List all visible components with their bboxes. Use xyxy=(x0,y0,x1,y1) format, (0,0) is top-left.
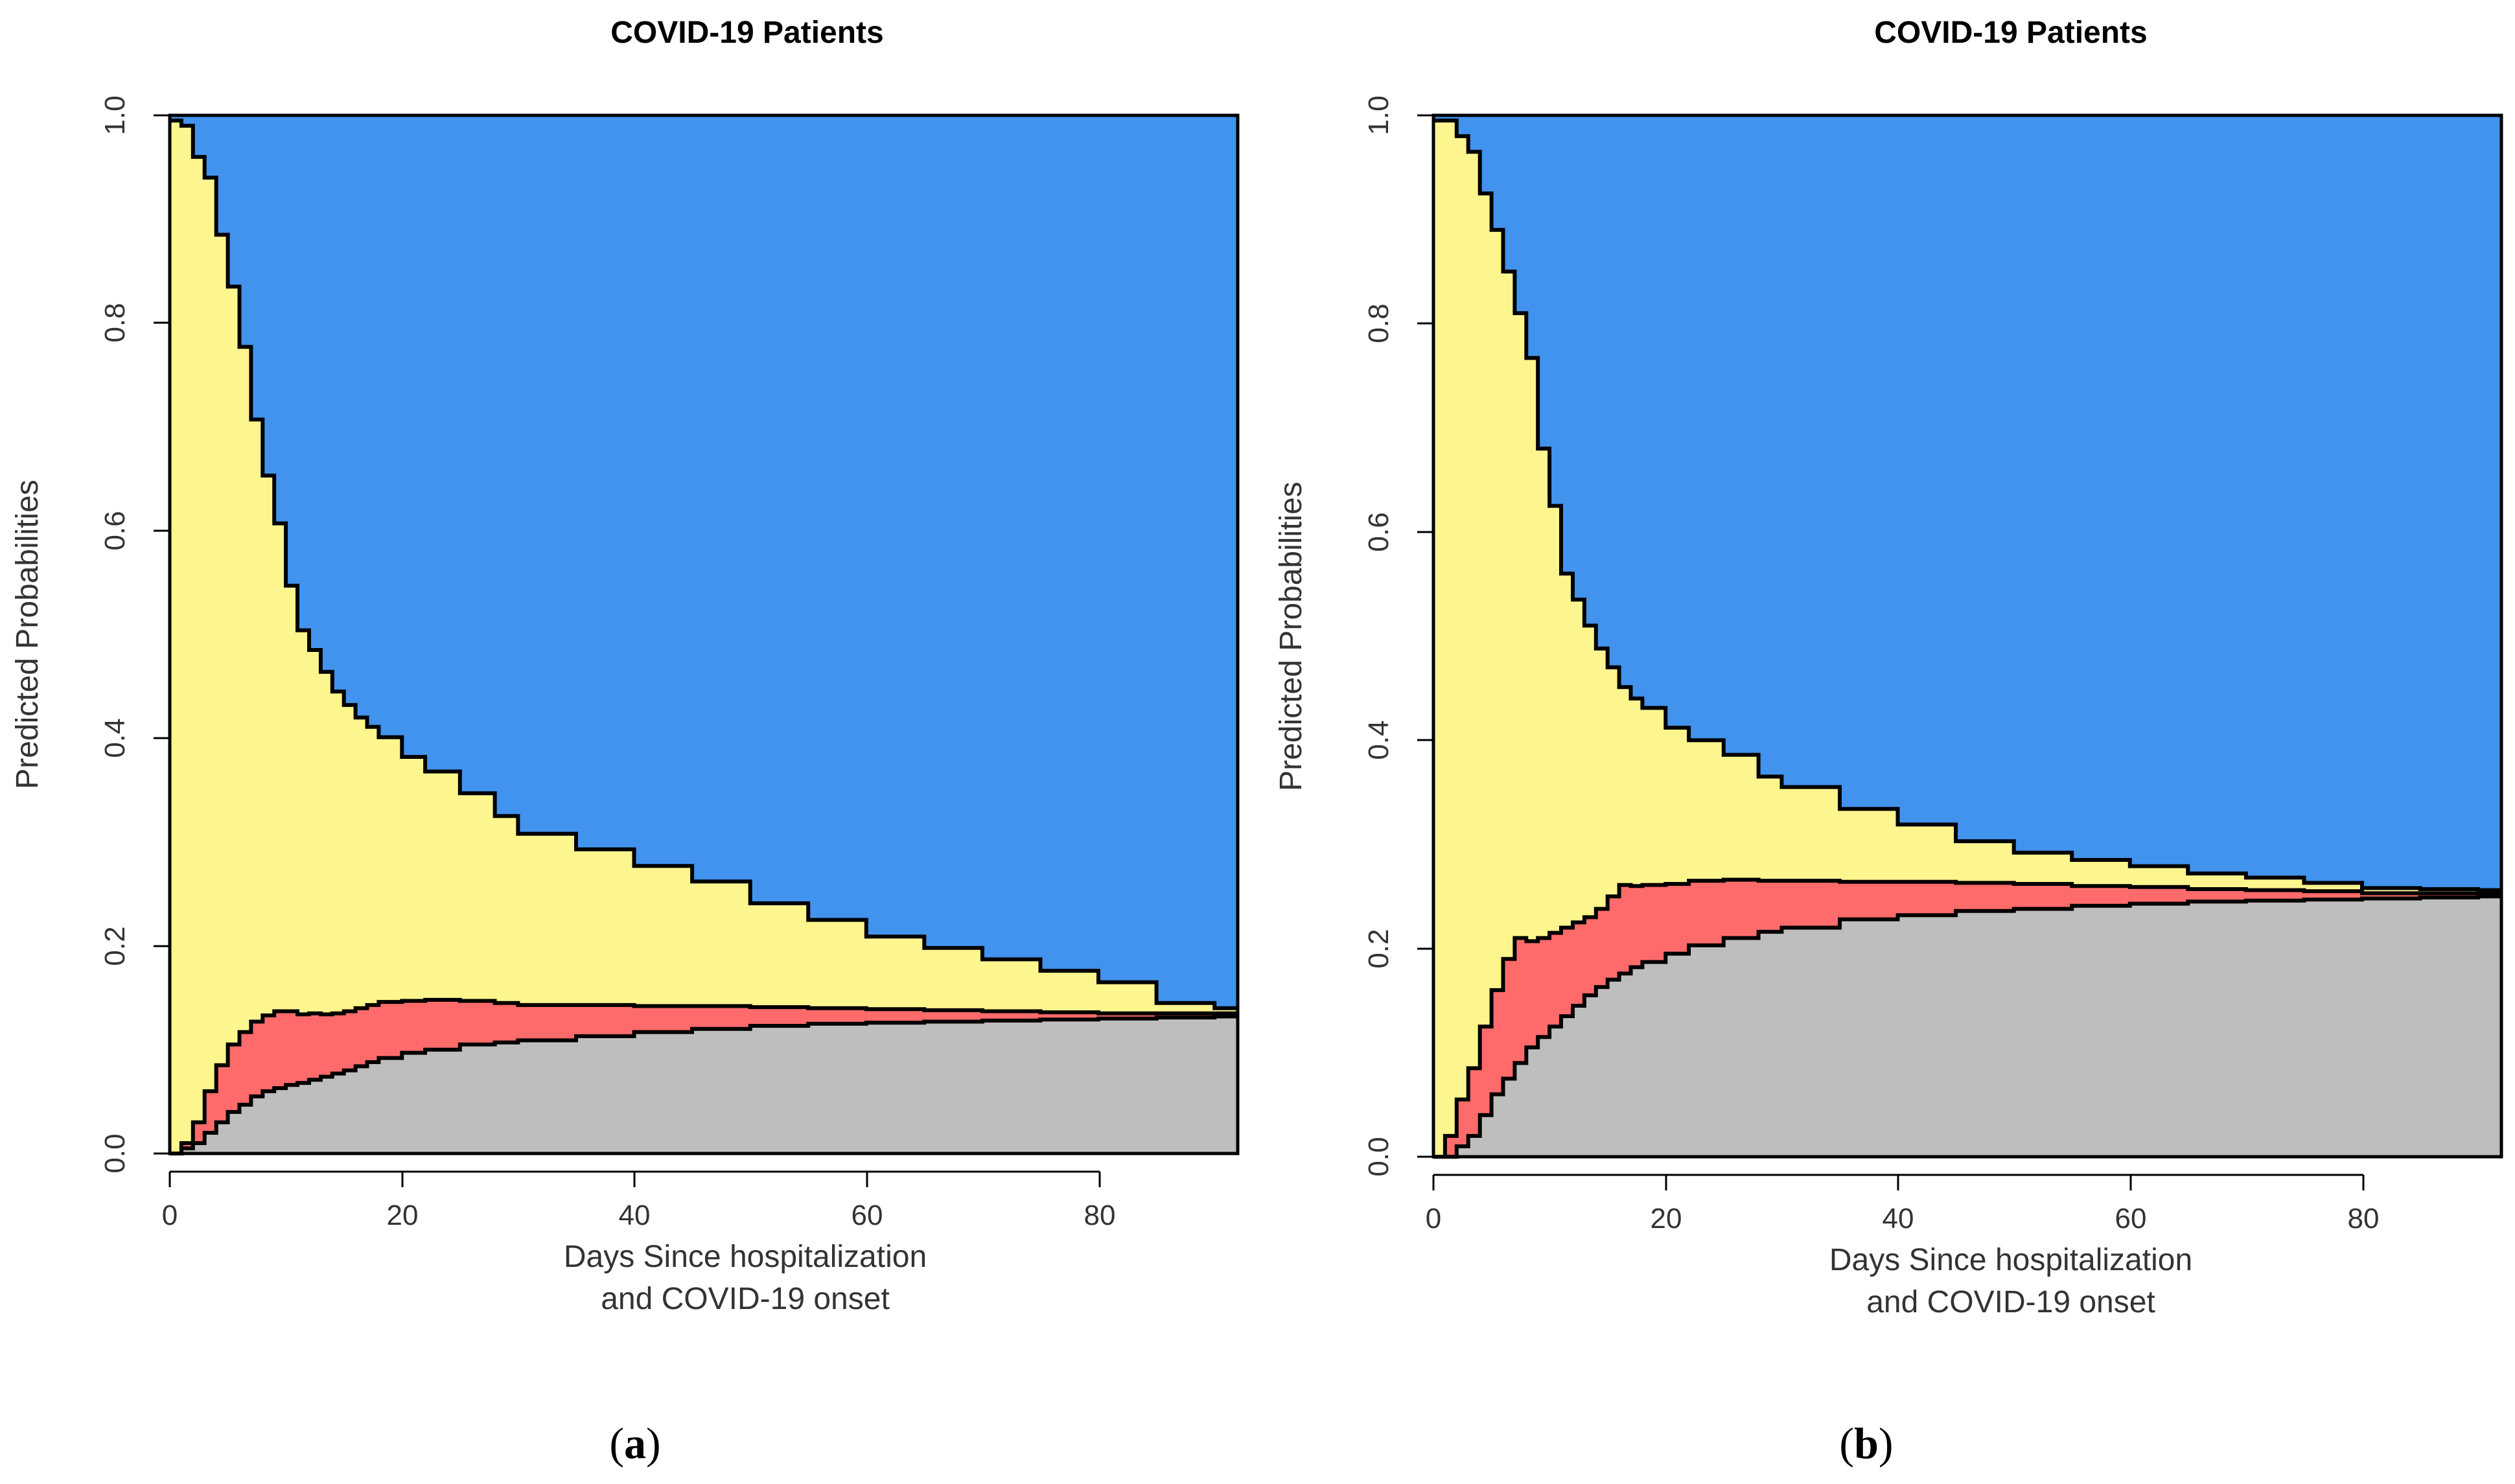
chart-b-boundary-icu xyxy=(1433,877,2501,1159)
chart-b-ylabel: Predicted Probabilities xyxy=(1274,481,1308,791)
chart-a-xtick-label: 0 xyxy=(162,1200,178,1231)
chart-b-ytick-label: 0.8 xyxy=(1363,303,1395,343)
chart-a-boundary-icu xyxy=(170,997,1238,1155)
chart-a-ylabel: Predicted Probabilities xyxy=(10,480,45,789)
chart-a-ytick-label: 0.0 xyxy=(99,1133,131,1173)
chart-a-ytick-label: 0.6 xyxy=(99,511,131,550)
chart-a-ytick-label: 0.4 xyxy=(99,718,131,758)
chart-a-title: COVID-19 Patients xyxy=(610,16,883,50)
chart-a-xtick-label: 20 xyxy=(387,1200,419,1231)
chart-a-ytick-label: 0.2 xyxy=(99,926,131,966)
chart-panel-b: COVID-19 Patients 0.0 0.2 0.4 0.6 0.8 1.… xyxy=(1274,16,2503,1468)
chart-a-area-hospitalized xyxy=(170,121,1238,1154)
chart-b-ytick-label: 0.6 xyxy=(1363,512,1395,551)
chart-b-xtick-label: 0 xyxy=(1426,1203,1441,1235)
chart-a-xtick-label: 80 xyxy=(1084,1200,1116,1231)
chart-a-area-icu xyxy=(170,999,1238,1154)
chart-b-xtick-label: 20 xyxy=(1651,1203,1682,1235)
chart-a-plot-area xyxy=(170,115,1238,1155)
chart-b-ytick-label: 0.2 xyxy=(1363,929,1395,968)
chart-a-ytick-label: 0.8 xyxy=(99,303,131,342)
chart-b-ytick-label: 1.0 xyxy=(1363,95,1395,135)
chart-b-title: COVID-19 Patients xyxy=(1874,16,2147,50)
chart-a-xlabel-line2: and COVID-19 onset xyxy=(601,1282,890,1316)
chart-b-area-deceased xyxy=(1433,896,2501,1157)
panel-label-a: (a) xyxy=(609,1419,660,1468)
chart-b-xlabel-line1: Days Since hospitalization xyxy=(1829,1243,2192,1277)
chart-b-area-discharged xyxy=(1433,115,2501,890)
chart-b-boundary-deceased xyxy=(1433,894,2501,1159)
chart-b-xtick-label: 60 xyxy=(2115,1203,2147,1235)
chart-a-xtick-label: 60 xyxy=(852,1200,883,1231)
chart-b-boundary-hospitalized xyxy=(1433,119,2501,892)
chart-a-area-discharged xyxy=(170,115,1238,1008)
chart-a-xtick-label: 40 xyxy=(619,1200,651,1231)
chart-a-ytick-label: 1.0 xyxy=(99,95,131,135)
chart-b-xtick-label: 40 xyxy=(1883,1203,1914,1235)
chart-a-boundary-hospitalized xyxy=(170,119,1238,1010)
chart-b-ytick-label: 0.0 xyxy=(1363,1137,1395,1176)
panel-label-b: (b) xyxy=(1839,1419,1893,1468)
chart-b-xlabel-line2: and COVID-19 onset xyxy=(1866,1285,2155,1319)
chart-panel-a: COVID-19 Patients 0.0 0.2 0.4 0.6 0.8 1.… xyxy=(10,16,1240,1468)
chart-b-plot-area xyxy=(1433,115,2501,1159)
chart-a-xlabel-line1: Days Since hospitalization xyxy=(564,1240,927,1274)
chart-b-ytick-label: 0.4 xyxy=(1363,720,1395,759)
chart-a-boundary-deceased xyxy=(170,1014,1238,1155)
chart-b-xtick-label: 80 xyxy=(2348,1203,2380,1235)
